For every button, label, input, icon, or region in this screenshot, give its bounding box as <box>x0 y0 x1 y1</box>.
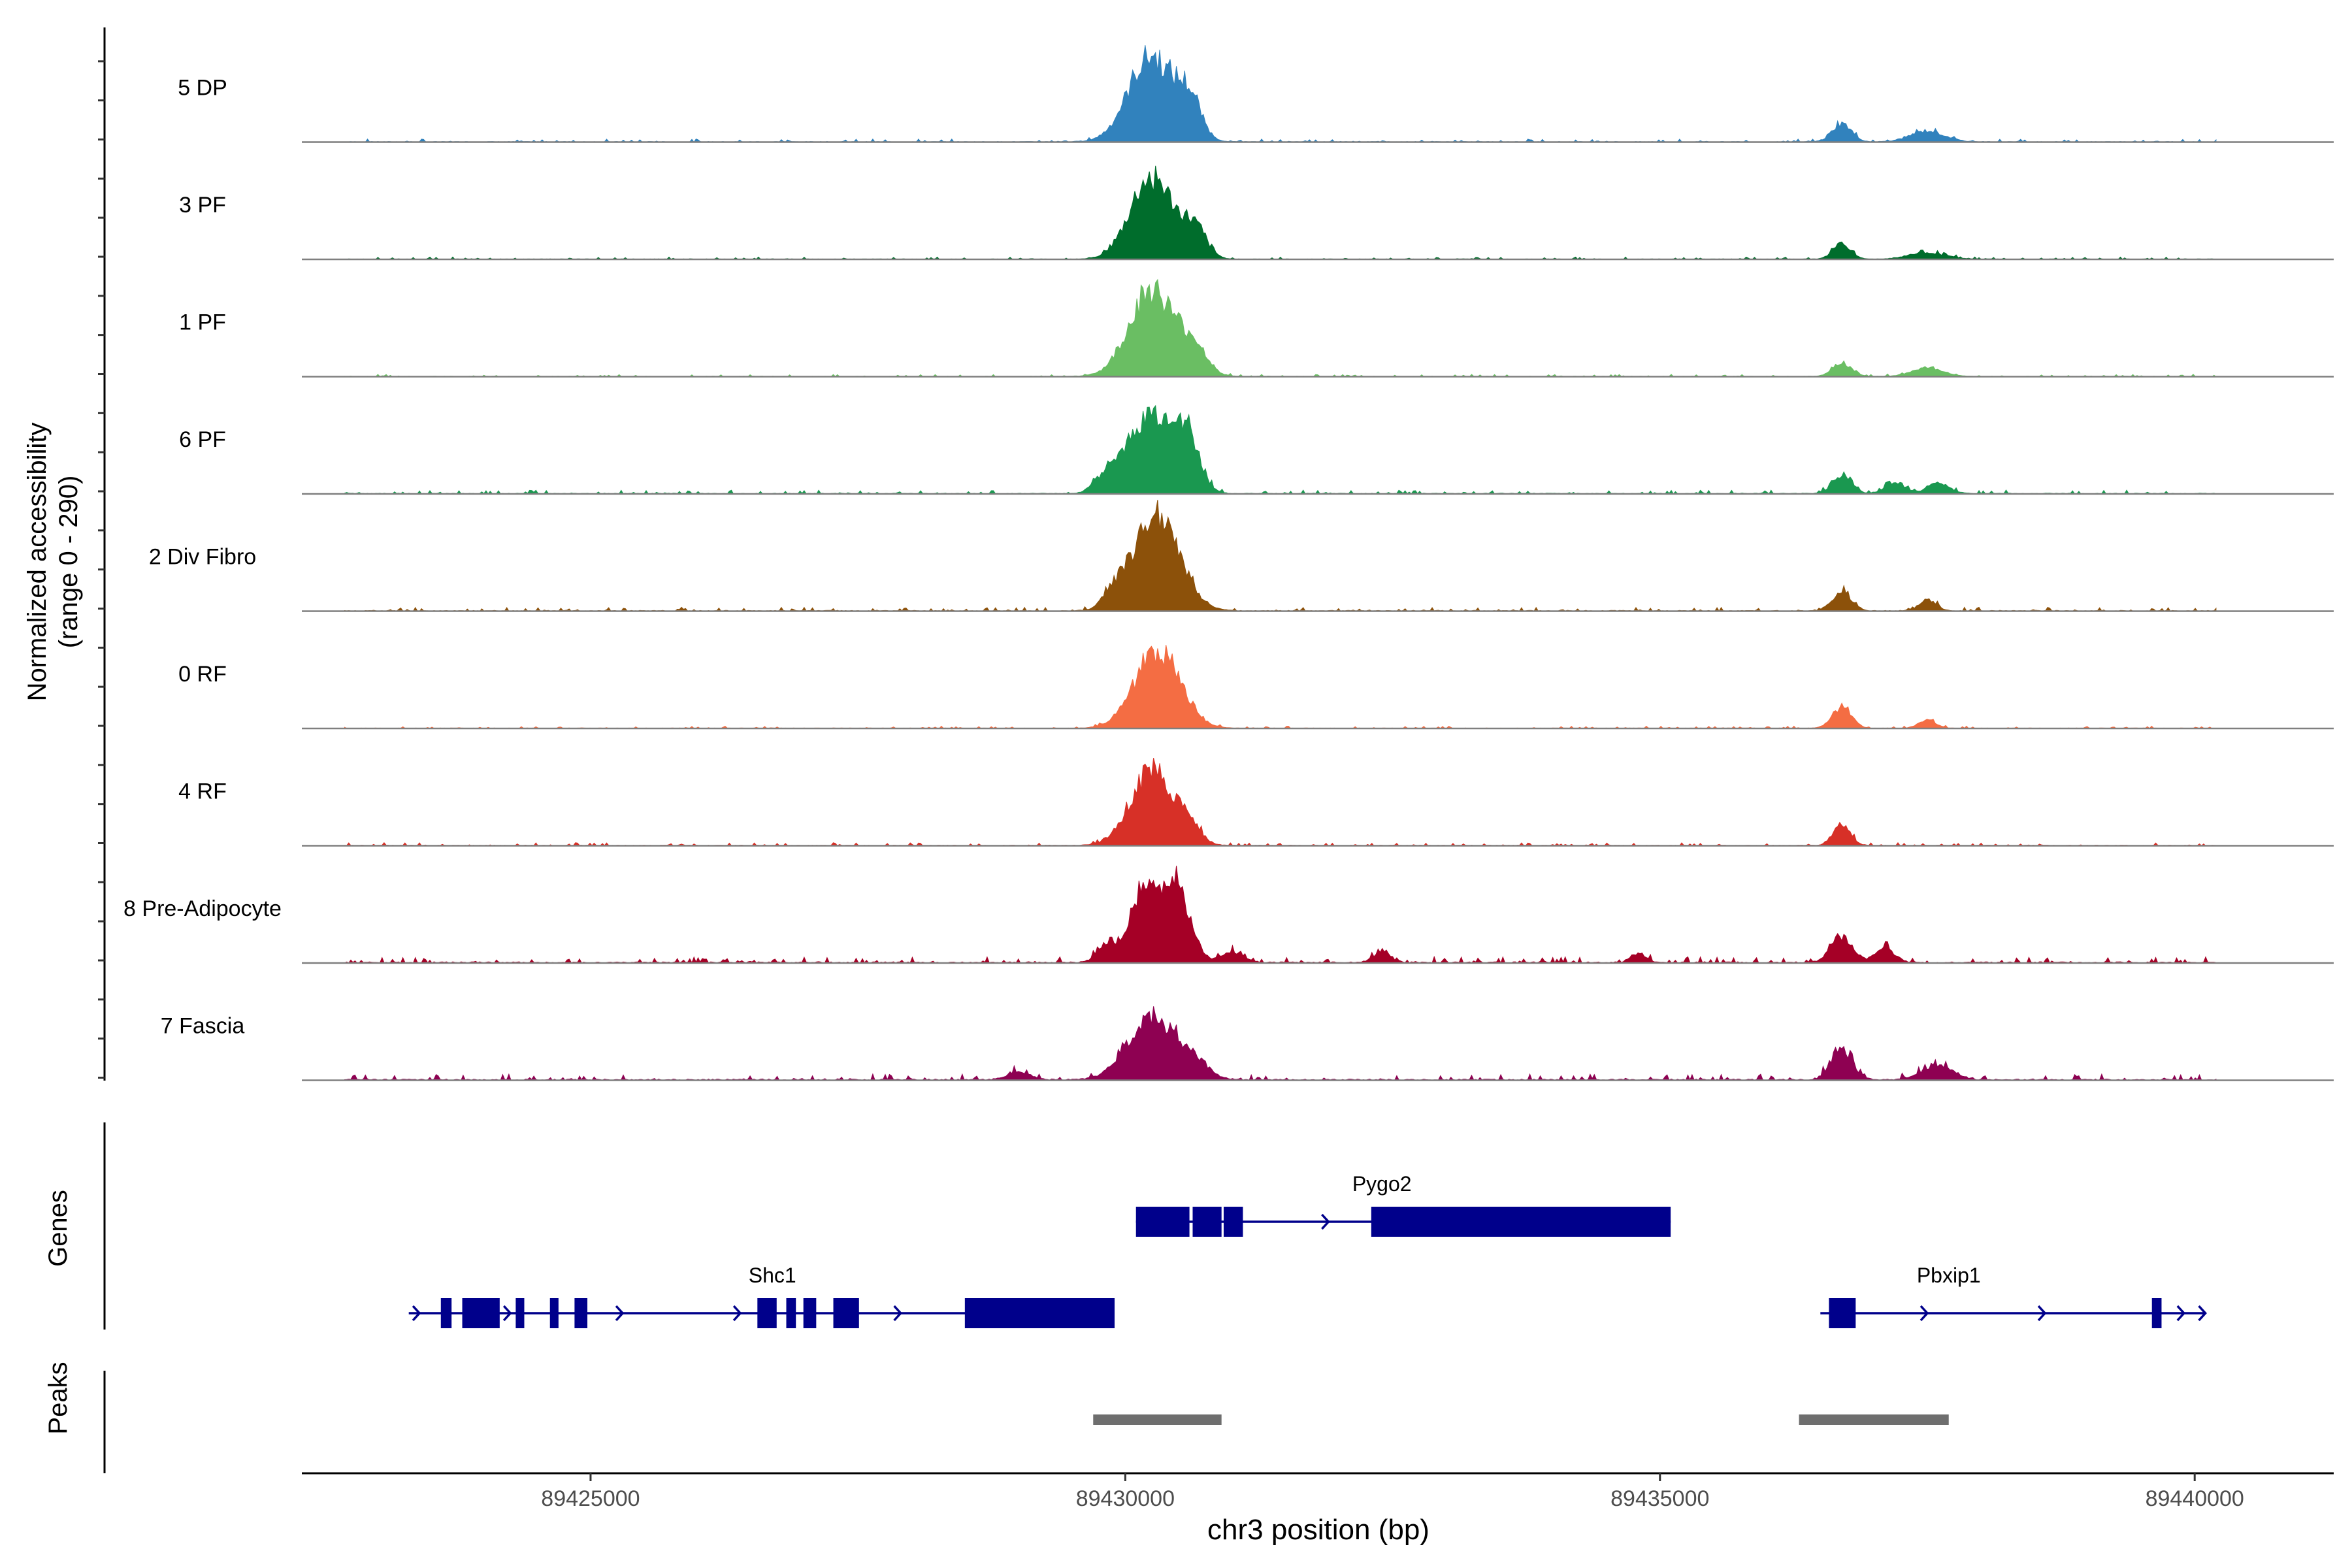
gene-exon <box>549 1298 559 1328</box>
strand-arrow-icon <box>615 1305 625 1322</box>
peak-region-bar <box>1799 1414 1949 1425</box>
gene-label: Pbxip1 <box>1917 1264 1981 1287</box>
gene-exon <box>757 1298 777 1328</box>
strand-arrow-icon <box>2176 1305 2186 1322</box>
x-tick-label: 89425000 <box>541 1486 640 1511</box>
gene-exon <box>462 1298 500 1328</box>
y-axes <box>98 27 106 1473</box>
coverage-track: 3 PF <box>179 165 2334 261</box>
strand-arrow-icon <box>1919 1305 1929 1322</box>
track-label: 1 PF <box>179 310 226 335</box>
x-axis: 89425000 89430000 89435000 89440000 <box>302 1472 2334 1511</box>
gene-exon <box>803 1298 817 1328</box>
gene-exon <box>515 1298 525 1328</box>
coverage-track: 4 RF <box>178 758 2334 847</box>
gene-exon <box>833 1298 859 1328</box>
gene-model: Pygo2 <box>1135 1172 1671 1237</box>
gene-exon <box>786 1298 796 1328</box>
track-label: 0 RF <box>178 662 227 687</box>
strand-arrow-icon <box>2198 1305 2207 1322</box>
gene-exon <box>1371 1207 1671 1237</box>
coverage-track: 5 DP <box>178 45 2334 143</box>
x-axis-title: chr3 position (bp) <box>1207 1514 1429 1546</box>
track-label: 6 PF <box>179 427 226 452</box>
x-tick-label: 89440000 <box>2146 1486 2244 1511</box>
track-label: 5 DP <box>178 76 227 101</box>
coverage-y-axis-label-line2: (range 0 - 290) <box>54 476 83 649</box>
track-label: 3 PF <box>179 193 226 218</box>
strand-arrow-icon <box>1321 1213 1330 1230</box>
track-label: 4 RF <box>178 779 227 804</box>
gene-exon <box>964 1298 1115 1328</box>
strand-arrow-icon <box>502 1305 512 1322</box>
track-label: 7 Fascia <box>161 1014 245 1039</box>
coverage-track: 1 PF <box>179 278 2334 378</box>
gene-label: Shc1 <box>749 1264 796 1287</box>
track-label: 8 Pre-Adipocyte <box>123 896 282 921</box>
gene-label: Pygo2 <box>1352 1172 1412 1196</box>
gene-exon <box>1829 1298 1856 1328</box>
gene-exon <box>2151 1298 2162 1328</box>
gene-exon <box>574 1298 588 1328</box>
coverage-track: 8 Pre-Adipocyte <box>123 866 2334 964</box>
peak-region-bar <box>1093 1414 1222 1425</box>
gene-exon <box>440 1298 452 1328</box>
strand-arrow-icon <box>2037 1305 2047 1322</box>
coverage-tracks: 5 DP 3 PF 1 PF 6 PF 2 Div Fibro 0 RF 4 RF 8 Pre… <box>123 45 2334 1081</box>
gene-model: Shc1 <box>408 1264 1115 1328</box>
strand-arrow-icon <box>412 1305 421 1322</box>
x-tick-label: 89435000 <box>1610 1486 1709 1511</box>
genes-y-axis-label: Genes <box>44 1190 73 1267</box>
gene-model: Pbxip1 <box>1820 1264 2207 1328</box>
gene-exon <box>1223 1207 1243 1237</box>
gene-exon <box>1135 1207 1190 1237</box>
coverage-track: 6 PF <box>179 404 2334 495</box>
strand-arrow-icon <box>893 1305 902 1322</box>
coverage-y-axis-label-line1: Normalized accessibility <box>23 423 52 702</box>
x-tick-label: 89430000 <box>1076 1486 1175 1511</box>
coverage-track: 0 RF <box>178 645 2334 730</box>
coverage-track: 2 Div Fibro <box>149 500 2334 612</box>
track-label: 2 Div Fibro <box>149 545 256 570</box>
peak-track <box>1093 1414 1949 1425</box>
gene-track: Pygo2 Shc1 Pbxip1 <box>408 1172 2207 1328</box>
strand-arrow-icon <box>732 1305 742 1322</box>
peaks-y-axis-label: Peaks <box>44 1362 73 1434</box>
gene-exon <box>1192 1207 1222 1237</box>
coverage-track: 7 Fascia <box>161 1006 2334 1081</box>
coverage-area <box>344 866 2217 964</box>
